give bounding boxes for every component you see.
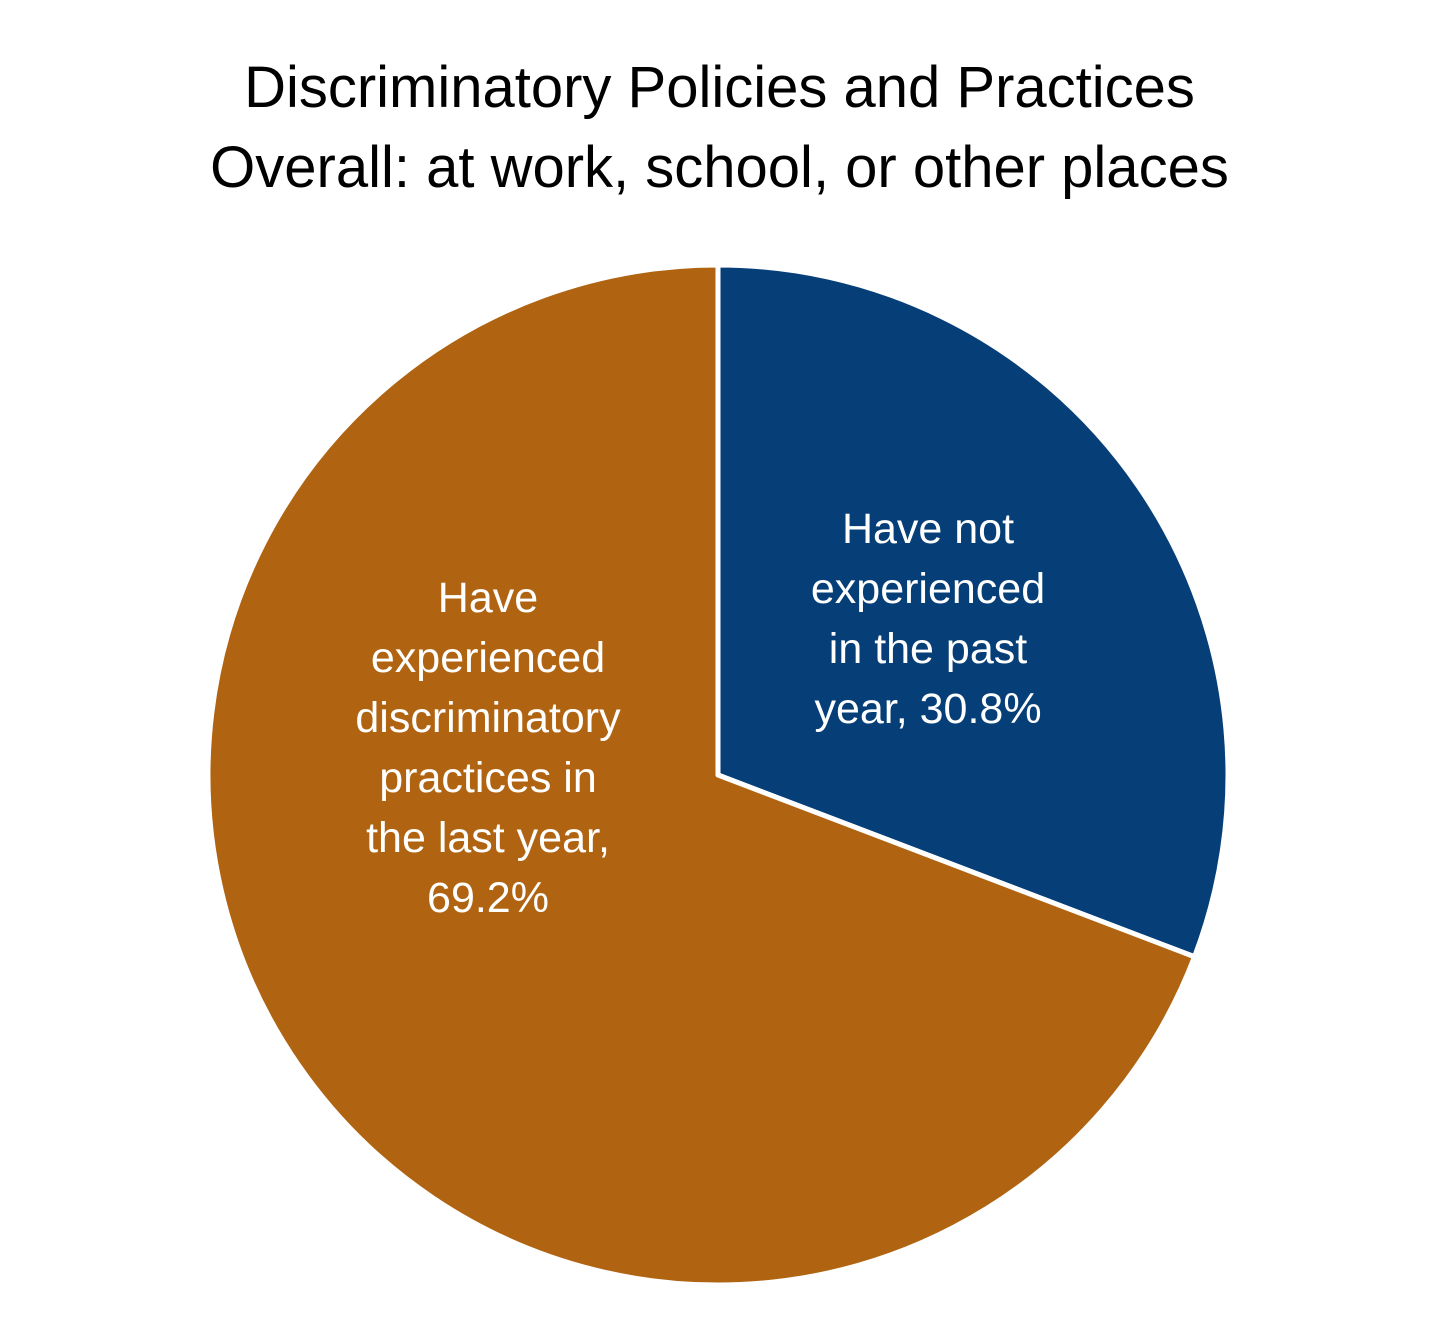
slice-label-1-line-4: the last year,: [366, 814, 610, 862]
slice-label-1-line-2: discriminatory: [355, 694, 621, 742]
slice-label-1: Have experienced discriminatory practices i…: [355, 574, 621, 922]
slice-label-0-line-0: Have not: [842, 505, 1014, 553]
chart-title-line-1: Discriminatory Policies and Practices: [244, 55, 1195, 120]
pie-slice-1: [205, 262, 1198, 1288]
slice-label-0: Have not experienced in the past year, 30.8…: [811, 505, 1045, 733]
slice-label-0-line-3: year, 30.8%: [814, 685, 1041, 733]
pie-slice-0: [715, 262, 1231, 960]
chart-title-line-2: Overall: at work, school, or other place…: [210, 135, 1229, 200]
slice-label-1-line-5: 69.2%: [427, 874, 549, 922]
slice-label-0-line-1: experienced: [811, 565, 1045, 613]
slice-label-1-line-0: Have: [438, 574, 538, 622]
slice-label-1-line-1: experienced: [371, 634, 605, 682]
slice-label-0-line-2: in the past: [829, 625, 1027, 673]
chart-title: Discriminatory Policies and Practices Ov…: [0, 48, 1439, 208]
slice-label-1-line-3: practices in: [379, 754, 596, 802]
